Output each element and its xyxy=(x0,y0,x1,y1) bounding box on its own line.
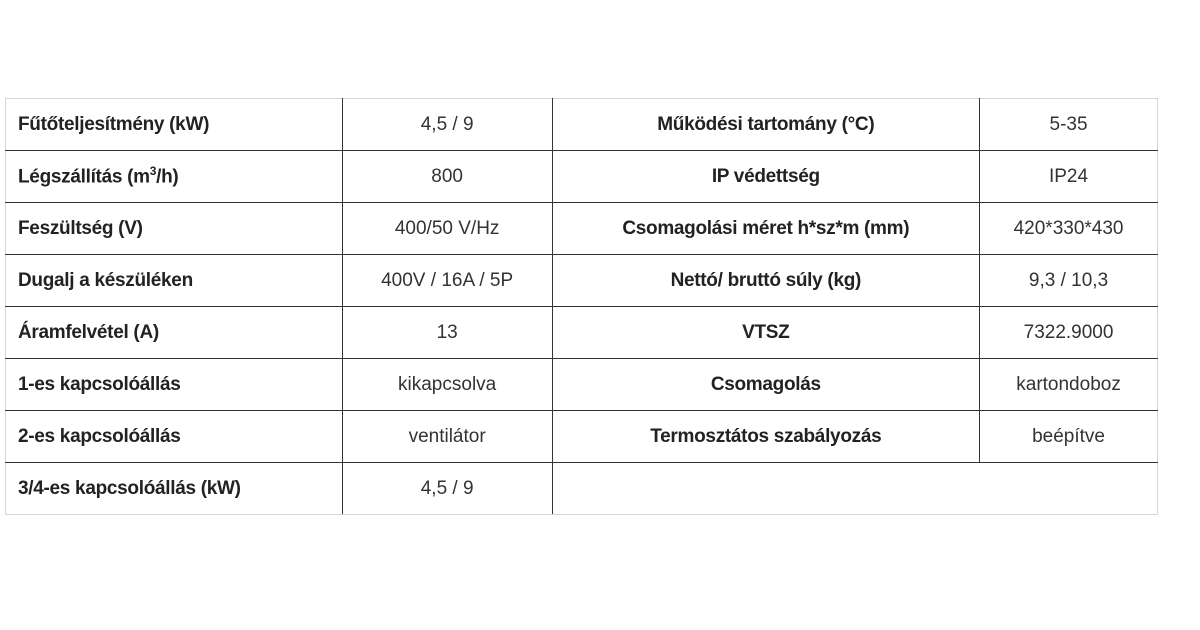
spec-label: Csomagolási méret h*sz*m (mm) xyxy=(551,202,981,255)
spec-value: ventilátor xyxy=(341,410,553,463)
spec-label-part: 3 xyxy=(149,164,157,179)
spec-value: 800 xyxy=(341,150,553,203)
empty-cell xyxy=(551,462,1159,515)
spec-label: Légszállítás (m3/h) xyxy=(5,150,343,203)
spec-label-part: Légszállítás (m xyxy=(18,166,150,188)
spec-value: kartondoboz xyxy=(979,358,1158,411)
spec-value: 400V / 16A / 5P xyxy=(341,254,553,307)
spec-label: 1-es kapcsolóállás xyxy=(5,358,343,411)
spec-value: 7322.9000 xyxy=(979,306,1158,359)
spec-label: Áramfelvétel (A) xyxy=(5,306,343,359)
spec-label: Működési tartomány (°C) xyxy=(551,98,981,151)
spec-label: 3/4-es kapcsolóállás (kW) xyxy=(5,462,343,515)
table-row: 2-es kapcsolóállás ventilátor Termosztátos… xyxy=(5,410,1158,463)
spec-value: 400/50 V/Hz xyxy=(341,202,553,255)
spec-value: IP24 xyxy=(979,150,1158,203)
spec-value: 4,5 / 9 xyxy=(341,98,553,151)
spec-value: 420*330*430 xyxy=(979,202,1158,255)
spec-value: 9,3 / 10,3 xyxy=(979,254,1158,307)
table-row: 1-es kapcsolóállás kikapcsolva Csomagolás k… xyxy=(5,358,1158,411)
table-row: 3/4-es kapcsolóállás (kW) 4,5 / 9 xyxy=(5,462,1159,515)
spec-label: Nettó/ bruttó súly (kg) xyxy=(551,254,981,307)
spec-table: Fűtőteljesítmény (kW) 4,5 / 9 Működési tar… xyxy=(5,98,1159,515)
table-row: Feszültség (V) 400/50 V/Hz Csomagolási mér… xyxy=(5,202,1158,255)
table-row: Dugalj a készüléken 400V / 16A / 5P Nettó/… xyxy=(5,254,1158,307)
table-row: Áramfelvétel (A) 13 VTSZ 7322.9000 xyxy=(5,306,1158,359)
spec-label: Feszültség (V) xyxy=(5,202,343,255)
spec-label: Fűtőteljesítmény (kW) xyxy=(5,98,343,151)
table-row: Légszállítás (m3/h) 800 IP védettség IP24 xyxy=(5,150,1158,203)
spec-label: 2-es kapcsolóállás xyxy=(5,410,343,463)
spec-label: Csomagolás xyxy=(551,358,981,411)
spec-label-part: /h) xyxy=(156,166,179,188)
spec-label: IP védettség xyxy=(551,150,981,203)
spec-label: Termosztátos szabályozás xyxy=(551,410,981,463)
table-row: Fűtőteljesítmény (kW) 4,5 / 9 Működési tar… xyxy=(5,98,1158,151)
spec-value: kikapcsolva xyxy=(341,358,553,411)
spec-value: 5-35 xyxy=(979,98,1158,151)
spec-value: beépítve xyxy=(979,410,1158,463)
spec-label: VTSZ xyxy=(551,306,981,359)
spec-value: 13 xyxy=(341,306,553,359)
spec-label: Dugalj a készüléken xyxy=(5,254,343,307)
spec-value: 4,5 / 9 xyxy=(341,462,553,515)
